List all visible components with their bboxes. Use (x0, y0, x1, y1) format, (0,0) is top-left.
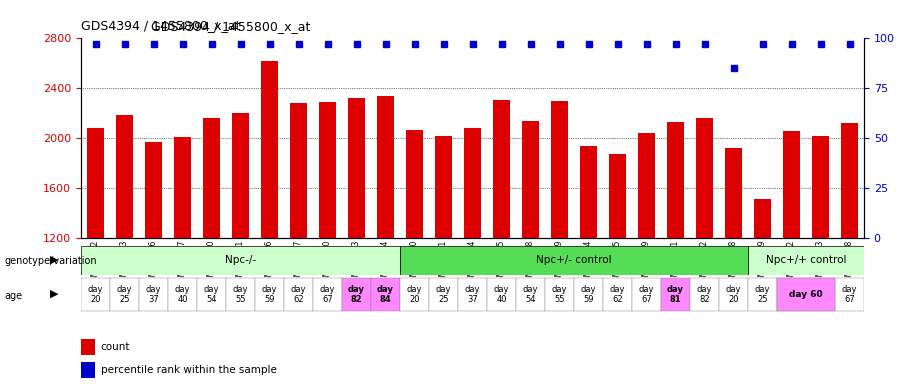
FancyBboxPatch shape (748, 246, 864, 275)
Bar (724, 148, 742, 238)
Text: percentile rank within the sample: percentile rank within the sample (101, 365, 276, 375)
Bar (319, 102, 337, 238)
Bar (551, 101, 568, 238)
Bar (493, 99, 510, 238)
FancyBboxPatch shape (835, 278, 864, 311)
FancyBboxPatch shape (255, 278, 284, 311)
Text: day
54: day 54 (203, 285, 220, 305)
Text: day
25: day 25 (436, 285, 451, 305)
FancyBboxPatch shape (777, 278, 806, 311)
Text: day
82: day 82 (348, 285, 364, 305)
FancyBboxPatch shape (110, 278, 139, 311)
Bar (783, 131, 800, 238)
Bar (145, 142, 162, 238)
Text: day
55: day 55 (233, 285, 248, 305)
Text: day
25: day 25 (755, 285, 770, 305)
Text: day
81: day 81 (667, 285, 684, 305)
Text: age: age (4, 291, 22, 301)
Text: day
20: day 20 (407, 285, 422, 305)
FancyBboxPatch shape (516, 278, 545, 311)
FancyBboxPatch shape (748, 278, 777, 311)
FancyBboxPatch shape (313, 278, 342, 311)
FancyBboxPatch shape (81, 278, 110, 311)
Text: day
67: day 67 (639, 285, 654, 305)
FancyBboxPatch shape (545, 278, 574, 311)
FancyBboxPatch shape (400, 278, 429, 311)
Bar (86, 128, 104, 238)
Bar (464, 128, 482, 238)
Bar (580, 146, 598, 238)
Bar (347, 98, 365, 238)
FancyBboxPatch shape (458, 278, 487, 311)
Bar (290, 103, 307, 238)
Bar (202, 118, 220, 238)
Bar (232, 113, 249, 238)
FancyBboxPatch shape (197, 278, 226, 311)
Bar (522, 121, 539, 238)
Text: day
55: day 55 (552, 285, 567, 305)
Text: day
40: day 40 (494, 285, 509, 305)
Text: Npc+/- control: Npc+/- control (536, 255, 612, 265)
Text: day 60: day 60 (789, 290, 823, 299)
Bar (754, 199, 771, 238)
Text: ▶: ▶ (50, 289, 58, 299)
FancyBboxPatch shape (139, 278, 168, 311)
Bar (608, 154, 626, 238)
Bar (435, 136, 452, 238)
Bar (638, 133, 655, 238)
FancyBboxPatch shape (603, 278, 632, 311)
Text: day
67: day 67 (320, 285, 335, 305)
Bar (667, 122, 684, 238)
Text: Npc-/-: Npc-/- (225, 255, 256, 265)
FancyBboxPatch shape (284, 278, 313, 311)
Bar (812, 136, 829, 238)
Text: day
54: day 54 (523, 285, 538, 305)
Bar (81, 362, 95, 378)
Bar (406, 129, 423, 238)
Text: ▶: ▶ (50, 254, 58, 264)
Text: genotype/variation: genotype/variation (4, 256, 97, 266)
Text: day
84: day 84 (377, 285, 394, 305)
FancyBboxPatch shape (661, 278, 690, 311)
Text: count: count (101, 342, 130, 352)
FancyBboxPatch shape (168, 278, 197, 311)
FancyBboxPatch shape (690, 278, 719, 311)
Bar (377, 96, 394, 238)
Bar (116, 114, 133, 238)
Bar (261, 61, 278, 238)
FancyBboxPatch shape (400, 246, 748, 275)
FancyBboxPatch shape (81, 246, 400, 275)
Text: day
59: day 59 (580, 285, 596, 305)
Text: GDS4394 / 1455800_x_at: GDS4394 / 1455800_x_at (81, 19, 240, 32)
Text: day
62: day 62 (610, 285, 626, 305)
Text: day
67: day 67 (842, 285, 857, 305)
Text: day
40: day 40 (175, 285, 190, 305)
Text: day
59: day 59 (262, 285, 277, 305)
FancyBboxPatch shape (342, 278, 371, 311)
Bar (696, 118, 713, 238)
FancyBboxPatch shape (371, 278, 400, 311)
Text: day
25: day 25 (117, 285, 132, 305)
Text: day
37: day 37 (146, 285, 161, 305)
FancyBboxPatch shape (632, 278, 661, 311)
Text: day
62: day 62 (291, 285, 306, 305)
FancyBboxPatch shape (487, 278, 516, 311)
Text: Npc+/+ control: Npc+/+ control (766, 255, 846, 265)
FancyBboxPatch shape (719, 278, 748, 311)
FancyBboxPatch shape (777, 278, 835, 311)
FancyBboxPatch shape (429, 278, 458, 311)
Bar (841, 123, 859, 238)
Bar (81, 339, 95, 355)
Text: day
82: day 82 (697, 285, 712, 305)
FancyBboxPatch shape (806, 278, 835, 311)
Text: day
20: day 20 (88, 285, 104, 305)
Text: day
20: day 20 (725, 285, 742, 305)
Text: day
37: day 37 (464, 285, 481, 305)
FancyBboxPatch shape (226, 278, 255, 311)
FancyBboxPatch shape (574, 278, 603, 311)
Bar (174, 137, 191, 238)
Text: GDS4394 / 1455800_x_at: GDS4394 / 1455800_x_at (151, 20, 310, 33)
